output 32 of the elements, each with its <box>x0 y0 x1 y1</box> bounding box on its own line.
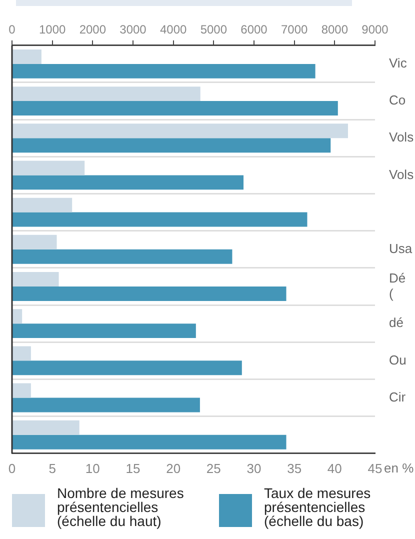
x2-tick-label: 1000 <box>38 22 66 37</box>
x-tick-label: 25 <box>206 460 221 476</box>
x-tick-label: 10 <box>85 460 100 476</box>
x2-tick-label: 0 <box>8 22 16 37</box>
y-tick-label: Ou <box>389 352 406 368</box>
y-tick-label: Co <box>389 92 406 108</box>
y-tick-label: Vols <box>389 166 414 182</box>
x2-tick-label: 8000 <box>321 22 348 37</box>
x-tick-label: 40 <box>327 460 342 476</box>
x-axis-title: en % <box>384 460 414 476</box>
x2-tick-label: 4000 <box>160 22 188 37</box>
y-tick-label: Cir <box>389 389 406 404</box>
legend-label: Nombre de mesures présentencielles (échelle du haut) <box>57 485 185 529</box>
x-tick-label: 45 <box>368 460 382 476</box>
y-tick-label: dé <box>389 315 404 330</box>
x-tick-label: 15 <box>126 460 140 476</box>
legend-label: Taux de mesures présentencielles (échelle du bas) <box>264 485 372 529</box>
y-tick-label: Vols <box>389 130 414 145</box>
x2-tick-label: 7000 <box>280 22 308 37</box>
x-tick-label: 0 <box>8 460 16 476</box>
y-tick-label: Vic <box>389 56 408 71</box>
x2-tick-label: 9000 <box>362 22 389 37</box>
x-tick-label: 35 <box>287 460 302 476</box>
x2-tick-label: 6000 <box>240 22 268 37</box>
x2-tick-label: 5000 <box>200 22 228 37</box>
x2-tick-label: 2000 <box>79 22 106 37</box>
y-tick-label: Usa <box>389 240 413 256</box>
x-tick-label: 20 <box>166 460 181 476</box>
y-tick-label: Dé ( <box>389 270 406 301</box>
x2-tick-label: 3000 <box>120 22 147 37</box>
x-tick-label: 30 <box>246 460 262 476</box>
x-tick-label: 5 <box>48 460 56 476</box>
